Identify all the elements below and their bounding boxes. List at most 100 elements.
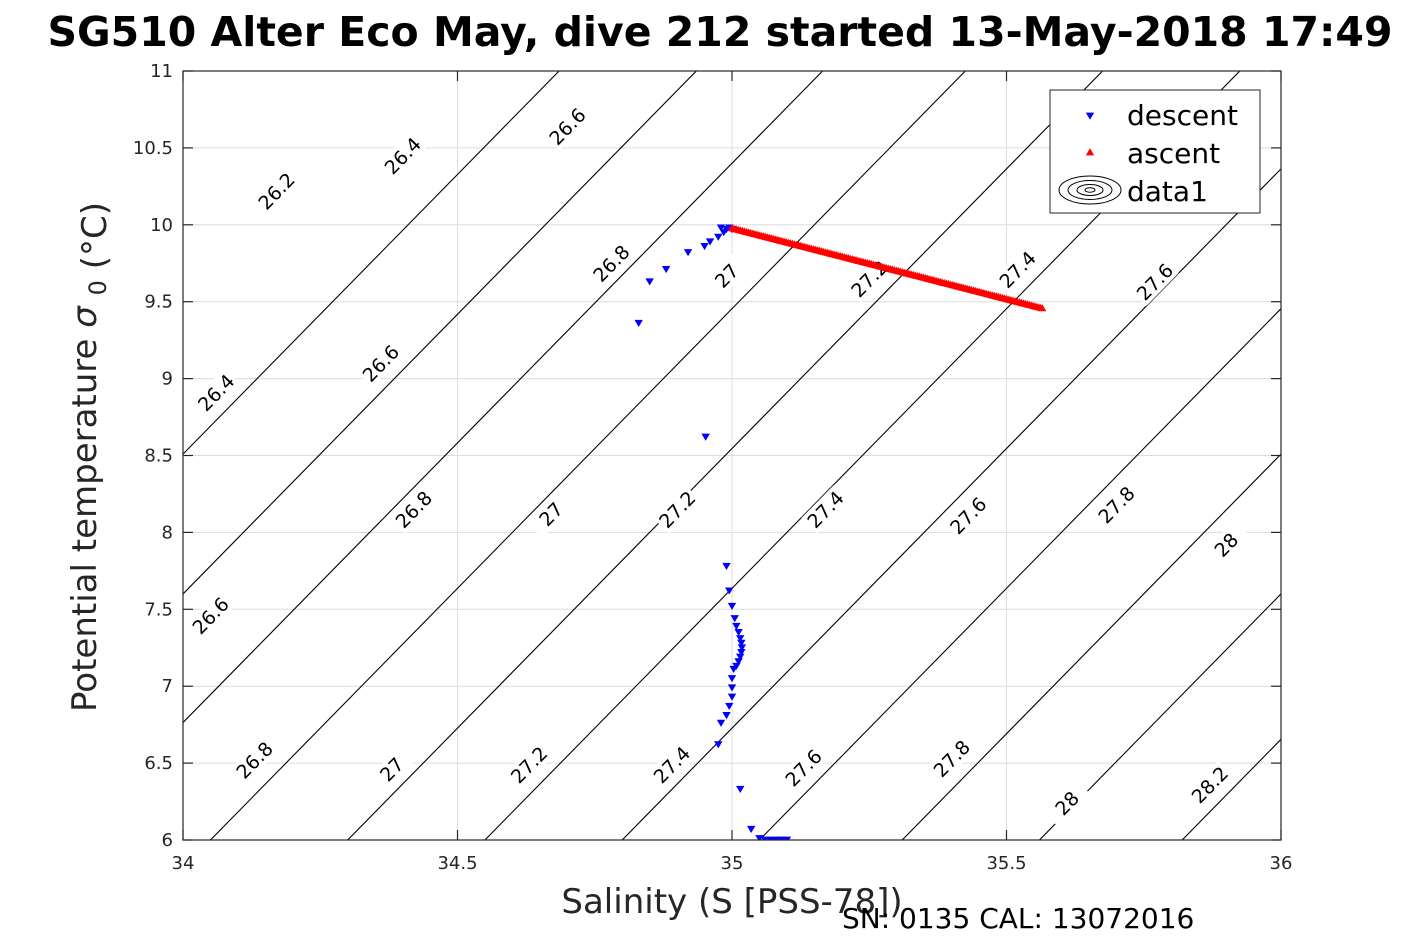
y-tick-label: 9 [162, 369, 173, 390]
descent-point [782, 836, 792, 840]
contour-line-27 [347, 71, 1103, 840]
descent-point [683, 249, 693, 257]
descent-point [722, 712, 731, 720]
contour-label-bg [1185, 760, 1234, 809]
descent-point [634, 319, 643, 328]
legend-ascent-label: ascent [1127, 137, 1220, 170]
descent-point [725, 702, 734, 710]
descent-point [727, 693, 737, 701]
descent-point [714, 741, 723, 749]
y-axis-label-main: Potential temperature [65, 339, 105, 712]
y-tick-label: 9.5 [144, 292, 173, 313]
legend: descent ascent data1 [1049, 89, 1261, 214]
legend-descent-marker [1085, 112, 1095, 120]
descent-point [722, 562, 731, 571]
descent-point [727, 675, 737, 683]
x-tick-label: 34 [172, 853, 195, 874]
contour-label-bg [367, 745, 416, 794]
descent-point [736, 785, 745, 794]
legend-data1-marker [1058, 175, 1122, 205]
contour-label-bg [1092, 480, 1141, 529]
contour-line-27-6 [759, 307, 1281, 840]
descent-point [732, 622, 741, 630]
contour-line-26-2 [183, 71, 560, 455]
contour-label-bg [230, 735, 279, 785]
y-tick-label: 8 [162, 522, 173, 543]
y-tick-label: 10.5 [133, 138, 173, 159]
chart-title: SG510 Alter Eco May, dive 212 started 13… [48, 8, 1393, 56]
contour-line-26-4 [183, 71, 697, 595]
serial-calibration-text: SN: 0135 CAL: 13072016 [842, 902, 1194, 935]
descent-point [737, 639, 746, 647]
descent-point [736, 653, 745, 661]
descent-point [714, 233, 723, 241]
y-tick-label: 10 [150, 215, 173, 236]
contour-label-bg [647, 740, 696, 789]
contour-label-bg [504, 740, 553, 789]
y-tick-label: 8.5 [144, 446, 173, 467]
contour-label-bg [801, 485, 850, 534]
descent-point [727, 684, 737, 692]
x-axis-ticks: 34 34.5 35 35.5 36 [172, 71, 1293, 874]
legend-descent-label: descent [1127, 99, 1238, 132]
x-tick-label: 35.5 [986, 853, 1026, 874]
descent-point [737, 649, 746, 657]
contour-label-bg [993, 245, 1042, 294]
contour-label-bg [378, 131, 427, 180]
x-tick-label: 36 [1270, 853, 1293, 874]
y-axis-label: Potential temperature σ 0 (°C) [65, 202, 115, 712]
descent-point [716, 224, 726, 232]
contour-label-bg [944, 491, 993, 540]
descent-point [734, 629, 743, 637]
contour-label-bg [779, 743, 828, 792]
contour-label-bg [526, 489, 575, 539]
descent-point [725, 587, 734, 595]
legend-ascent-triangle [1085, 148, 1095, 156]
y-axis-label-symbol: σ [65, 305, 105, 328]
y-tick-label: 6 [162, 830, 173, 851]
descent-point [701, 433, 710, 441]
contour-label-bg [702, 251, 751, 300]
contour-label-bg [191, 368, 240, 417]
contour-label-bg [1042, 778, 1091, 828]
descent-point [705, 238, 715, 246]
y-axis-ticks: 6 6.5 7 7.5 8 8.5 9 9.5 10 10.5 11 [133, 61, 1281, 851]
svg-text:Potential temperature: Potential temperature σ 0 (°C) [65, 202, 115, 712]
legend-box [1049, 89, 1261, 214]
y-tick-label: 11 [150, 61, 173, 82]
legend-descent-triangle [1085, 112, 1095, 120]
descent-point [716, 719, 726, 727]
descent-point [737, 644, 747, 652]
ascent-series [727, 224, 1047, 312]
descent-point [730, 615, 739, 623]
descent-point [755, 835, 764, 840]
x-axis-label: Salinity (S [PSS-78]) [561, 882, 902, 922]
contour-label-bg [1130, 257, 1179, 306]
descent-point [734, 658, 743, 666]
descent-point [729, 665, 738, 674]
descent-point [661, 266, 671, 274]
contour-label-bg [356, 339, 405, 388]
contour-label-bg [587, 239, 636, 288]
contour-label-bg [186, 591, 235, 640]
x-tick-label: 35 [721, 853, 744, 874]
ascent-point [1037, 304, 1047, 312]
y-tick-label: 7.5 [144, 599, 173, 620]
descent-point [727, 602, 737, 611]
y-tick-label: 6.5 [144, 753, 173, 774]
y-axis-label-unit: (°C) [75, 202, 115, 269]
contour-line-28 [1039, 593, 1281, 840]
contour-line-26-8 [210, 71, 966, 840]
contour-label-bg [543, 102, 592, 151]
descent-point [747, 825, 756, 834]
contour-label-bg [653, 485, 702, 534]
legend-data1-label: data1 [1127, 175, 1208, 208]
contour-label-bg [389, 485, 438, 534]
legend-ascent-marker [1085, 148, 1095, 156]
descent-point [645, 278, 654, 286]
descent-point [700, 242, 709, 251]
contour-line-26-6 [183, 71, 823, 724]
y-tick-label: 7 [162, 676, 173, 697]
contour-label-bg [1202, 520, 1251, 569]
